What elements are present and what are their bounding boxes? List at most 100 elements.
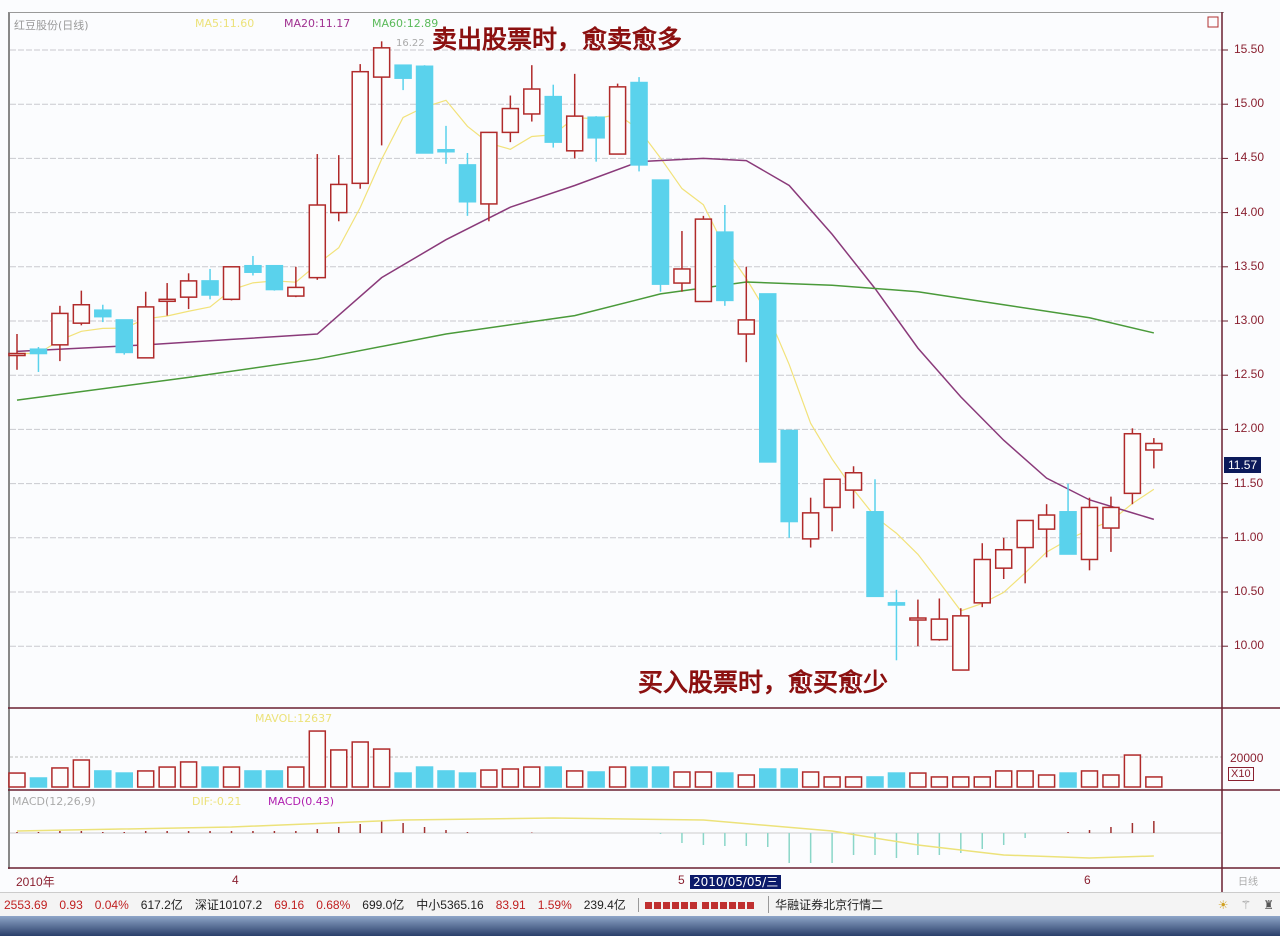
- volume-bar: [179, 761, 198, 788]
- dif-legend: DIF:-0.21: [192, 795, 242, 808]
- candle-down: [544, 84, 562, 148]
- taskbar: [0, 916, 1280, 936]
- volume-bar: [523, 766, 541, 788]
- candle-body: [1016, 519, 1034, 549]
- y-tick-label: 14.50: [1234, 150, 1265, 165]
- x-tick-june: 6: [1084, 873, 1091, 887]
- volume-bar: [737, 774, 756, 788]
- candle-body: [480, 131, 498, 205]
- lock-icon[interactable]: ♜: [1263, 897, 1274, 912]
- candle-body: [1080, 506, 1099, 561]
- volume-bar: [265, 770, 284, 788]
- volume-bar: [952, 776, 970, 788]
- candle-body: [587, 116, 605, 139]
- volume-bar: [587, 771, 605, 788]
- volume-bar: [308, 730, 327, 788]
- ma20-line: [16, 157, 1155, 521]
- candle-body: [51, 312, 69, 346]
- macd-params-label: MACD(12,26,9): [12, 795, 96, 808]
- buy-annotation: 买入股票时，愈买愈少: [638, 668, 889, 697]
- volume-bar: [244, 770, 262, 788]
- candle-up: [823, 478, 841, 532]
- volume-bar: [909, 772, 927, 788]
- volume-bar: [115, 772, 133, 788]
- candle-body: [394, 64, 412, 79]
- period-label[interactable]: 日线: [1238, 877, 1258, 888]
- volume-bar: [930, 776, 949, 788]
- sh-index: 2553.69: [4, 897, 48, 912]
- restore-window-icon[interactable]: [1207, 16, 1219, 28]
- candle-body: [630, 81, 648, 166]
- volume-unit-label: X10: [1228, 767, 1254, 781]
- volume-bar: [351, 741, 369, 788]
- candle-up: [1145, 438, 1163, 469]
- candle-body: [351, 70, 369, 185]
- volume-bar: [29, 777, 48, 788]
- candles: [8, 41, 1163, 671]
- candle-up: [994, 537, 1013, 579]
- candle-body: [780, 429, 798, 523]
- candle-up: [952, 608, 970, 671]
- candle-body: [801, 512, 820, 540]
- grid-lines: [10, 49, 1228, 834]
- candle-down: [394, 64, 412, 91]
- selected-date: 2010/05/05/三: [690, 871, 782, 890]
- candle-up: [973, 543, 991, 608]
- candle-up: [179, 273, 198, 310]
- volume-bar: [480, 769, 498, 788]
- volume-bar: [394, 772, 412, 788]
- candle-body: [823, 478, 841, 509]
- volume-axis-label: 20000: [1230, 751, 1264, 765]
- volume-bar: [458, 772, 477, 788]
- candle-body: [866, 511, 884, 598]
- candle-body: [179, 280, 198, 298]
- candle-up: [51, 305, 69, 362]
- candle-down: [115, 319, 133, 355]
- candle-body: [694, 218, 713, 303]
- candle-body: [1059, 511, 1077, 555]
- candle-body: [201, 280, 219, 296]
- candle-down: [887, 589, 906, 661]
- y-tick-label: 12.50: [1234, 367, 1265, 382]
- candle-up: [1123, 428, 1142, 505]
- candle-up: [72, 290, 91, 326]
- zx-index: 中小5365.16: [416, 898, 484, 912]
- candle-body: [158, 298, 176, 303]
- candle-down: [265, 264, 284, 291]
- chart-title: 红豆股份(日线): [14, 19, 89, 32]
- volume-bar: [72, 759, 91, 788]
- volume-bar: [330, 749, 348, 788]
- candle-body: [501, 107, 520, 134]
- volume-bar: [630, 766, 648, 788]
- candle-body: [716, 231, 734, 302]
- candle-down: [651, 179, 670, 292]
- volume-bars: [8, 730, 1163, 788]
- candle-body: [115, 319, 133, 354]
- candle-body: [372, 47, 391, 78]
- candle-up: [737, 266, 756, 363]
- candle-body: [1102, 506, 1120, 529]
- x-tick-april: 4: [232, 873, 239, 887]
- candle-body: [930, 618, 949, 641]
- connection-icon[interactable]: ☀: [1217, 897, 1229, 912]
- volume-bar: [158, 766, 176, 788]
- zx-change: 83.91: [495, 897, 526, 912]
- candle-up: [351, 64, 369, 189]
- volume-bar: [780, 768, 798, 788]
- volume-bar: [94, 770, 112, 788]
- volume-bar: [887, 772, 906, 788]
- volume-bar: [844, 776, 863, 788]
- candle-down: [780, 429, 798, 538]
- signal-icon[interactable]: ⚚: [1240, 897, 1252, 912]
- sh-amount: 617.2亿: [140, 898, 183, 912]
- volume-bar: [823, 776, 841, 788]
- market-indicator-squares: [637, 897, 756, 912]
- candle-body: [29, 348, 48, 355]
- candle-down: [437, 125, 455, 164]
- volume-bar: [287, 766, 305, 788]
- y-tick-label: 15.50: [1234, 42, 1265, 56]
- candle-down: [587, 116, 605, 162]
- volume-bar: [501, 768, 520, 788]
- volume-bar: [415, 766, 434, 788]
